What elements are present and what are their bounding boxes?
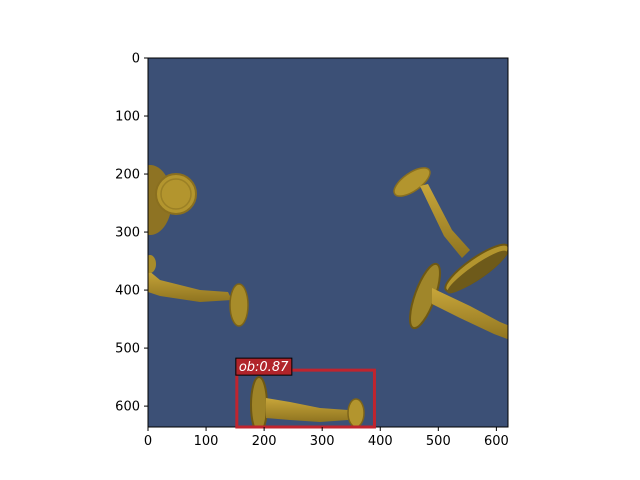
x-tick-label: 100 — [194, 434, 219, 449]
y-tick-label: 0 — [132, 52, 140, 67]
detections-layer: ob:0.87 — [235, 357, 376, 429]
x-tick-label: 200 — [252, 434, 277, 449]
x-tick-label: 500 — [426, 434, 451, 449]
y-tick-label: 400 — [115, 284, 140, 299]
x-axis-ticks: 0 100 200 300 400 500 600 — [144, 427, 509, 449]
y-tick-label: 600 — [115, 400, 140, 415]
y-axis-ticks: 0 100 200 300 400 500 600 — [115, 52, 148, 415]
chess-piece-disc-left — [148, 165, 197, 235]
y-tick-label: 500 — [115, 342, 140, 357]
chess-piece-lower-right — [409, 262, 508, 340]
x-tick-label: 600 — [484, 434, 509, 449]
image-content — [148, 58, 508, 427]
chess-piece-left-middle — [148, 255, 249, 327]
chess-piece-upper-right — [393, 167, 508, 294]
x-tick-label: 400 — [368, 434, 393, 449]
y-tick-label: 300 — [115, 226, 140, 241]
x-tick-label: 300 — [310, 434, 335, 449]
detection-box — [235, 368, 376, 429]
detection-label-background — [235, 357, 293, 376]
image-background — [148, 58, 508, 427]
y-tick-label: 200 — [115, 168, 140, 183]
x-tick-label: 0 — [144, 434, 152, 449]
chess-piece-bottom — [250, 376, 365, 427]
detection-label: ob:0.87 — [239, 360, 289, 375]
y-tick-label: 100 — [115, 110, 140, 125]
